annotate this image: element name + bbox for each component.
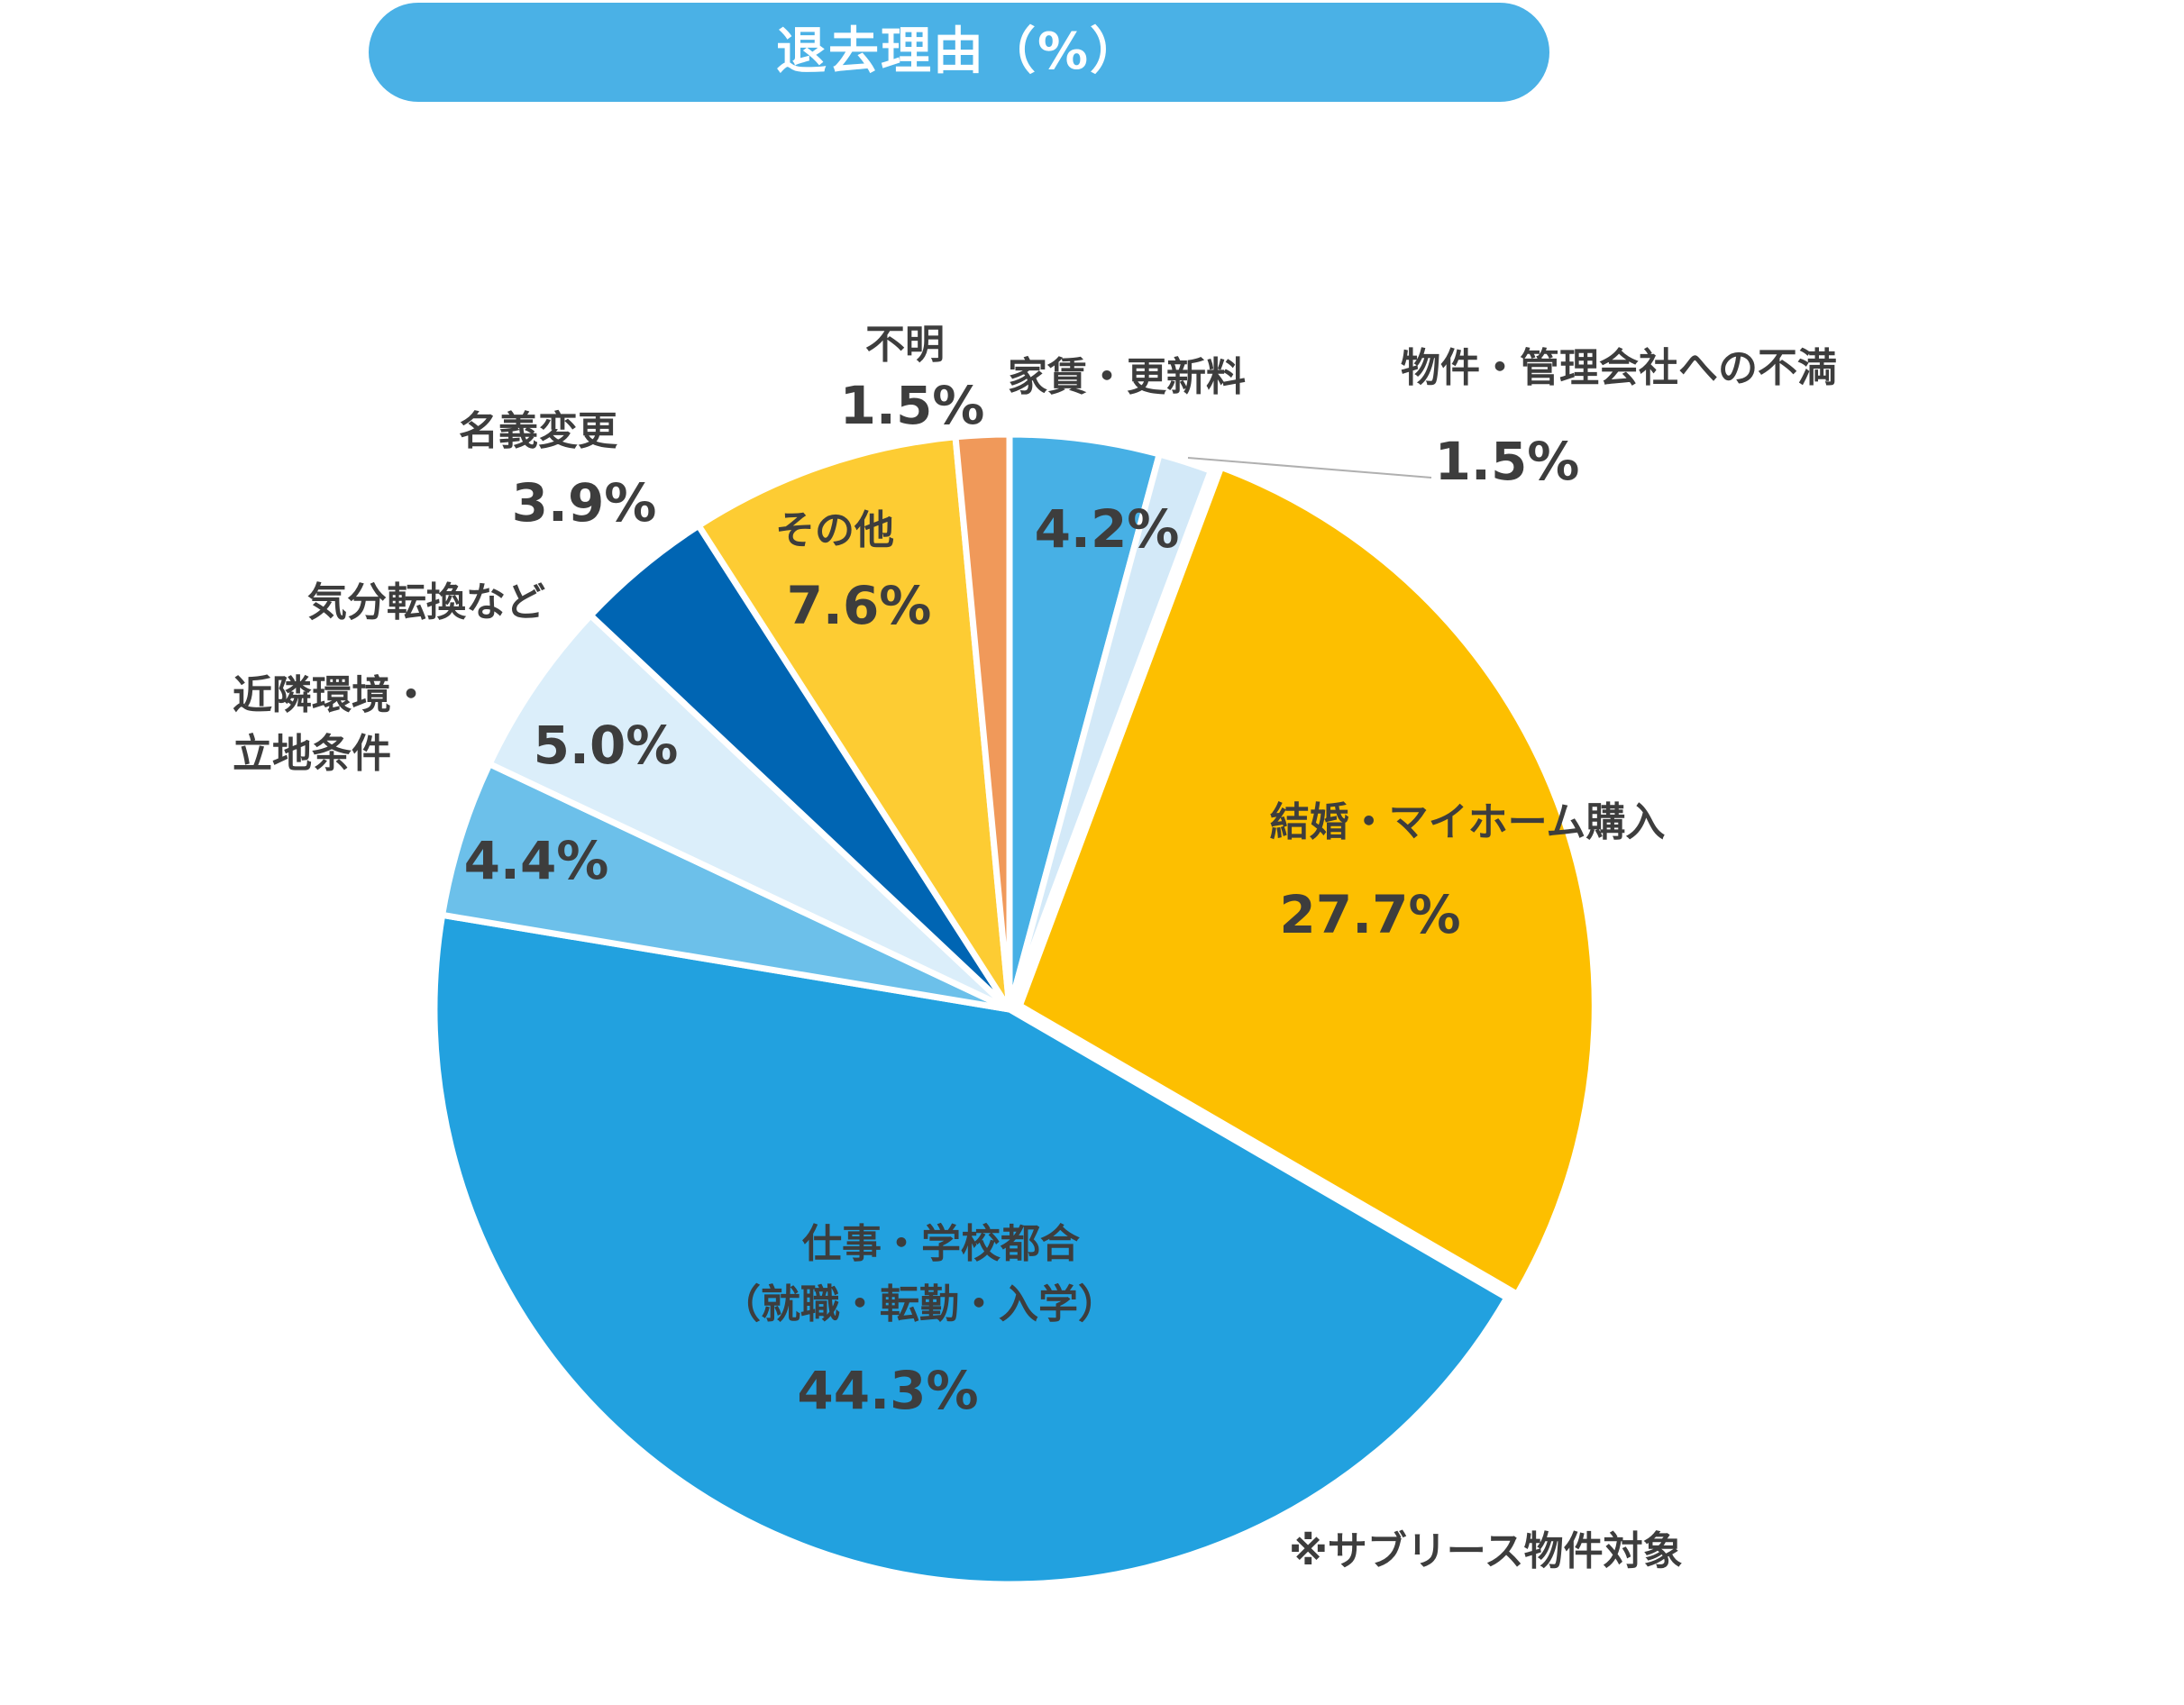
slice-value-unknown: 1.5% (840, 375, 985, 436)
chart-title: 退去理由（%） (775, 23, 1143, 81)
slice-label-neighborhood-line2: 立地条件 (233, 731, 391, 777)
slice-label-dissatisfaction: 物件・管理会社への不満 (1401, 345, 1837, 391)
slice-label-name-change: 名義変更 (459, 408, 618, 454)
pie-slices (431, 431, 1598, 1588)
slice-label-neighborhood-line1: 近隣環境・ (233, 672, 431, 718)
slice-value-marriage: 27.7% (1279, 884, 1460, 945)
slice-value-neighborhood: 4.4% (464, 830, 609, 891)
chart-title-banner: 退去理由（%） (369, 3, 1549, 102)
slice-label-work-line1: 仕事・学校都合 (802, 1221, 1080, 1267)
pie-slice-7 (695, 433, 1013, 1013)
pie-slice-1 (1006, 451, 1214, 1013)
slice-value-dissatisfaction: 1.5% (1435, 431, 1580, 492)
pie-slice-8 (952, 431, 1013, 1013)
slice-value-rent: 4.2% (1035, 498, 1180, 560)
slice-value-work: 44.3% (797, 1360, 978, 1421)
pie-slice-5 (486, 612, 1013, 1013)
leader-line (1187, 457, 1432, 479)
slice-label-marriage: 結婚・マイホーム購入 (1270, 799, 1666, 845)
slice-label-work-line2: （就職・転勤・入学） (721, 1281, 1118, 1327)
pie-slice-2 (1016, 463, 1598, 1298)
slice-value-other: 7.6% (787, 575, 932, 636)
slice-label-unknown: 不明 (865, 322, 945, 368)
slice-label-rent: 家賃・更新料 (1008, 354, 1246, 400)
footnote: ※サブリース物件対象 (1289, 1528, 1683, 1574)
slice-label-mood-change: 気分転換など (307, 579, 545, 625)
slice-value-name-change: 3.9% (512, 472, 657, 533)
slice-value-mood-change: 5.0% (534, 715, 679, 776)
pie-slice-3 (431, 911, 1511, 1588)
slice-label-other: その他 (775, 507, 894, 553)
